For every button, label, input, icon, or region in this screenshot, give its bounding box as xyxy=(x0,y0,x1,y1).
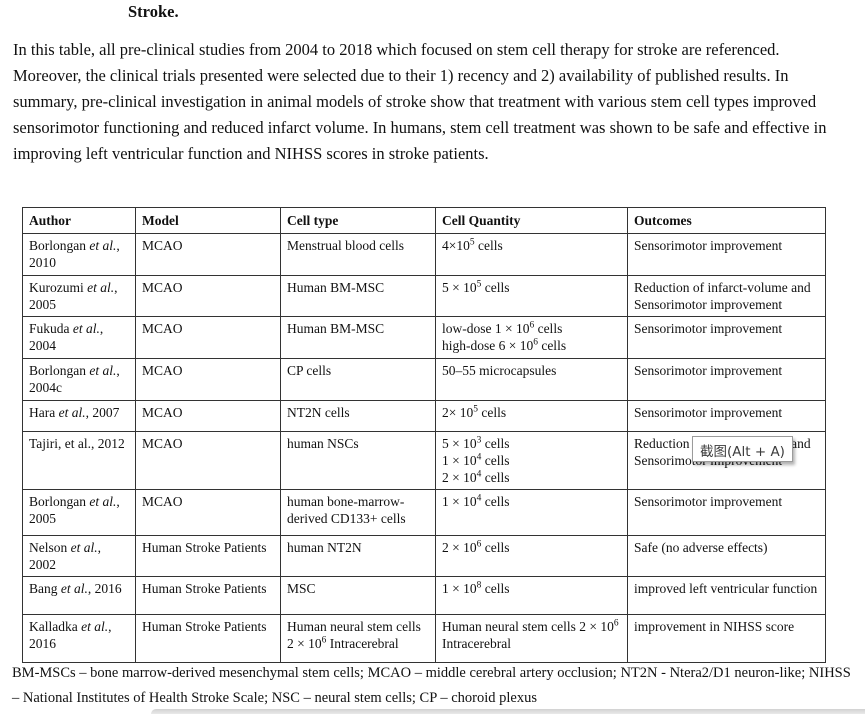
table-row: Fukuda et al., 2004 MCAO Human BM-MSC low-d… xyxy=(22,316,826,359)
cell-type-cell: Human BM-MSC xyxy=(280,275,436,317)
screenshot-tooltip-label: 截图(Alt + A) xyxy=(700,444,785,460)
model-cell: MCAO xyxy=(135,400,281,432)
table-row: Hara et al., 2007 MCAO NT2N cells 2× 105 ce… xyxy=(22,400,826,432)
model-cell: MCAO xyxy=(135,233,281,276)
cell-type-cell: human bone-marrow-derived CD133+ cells xyxy=(280,489,436,536)
author-cell: Borlongan et al., 2010 xyxy=(22,233,136,276)
model-cell: MCAO xyxy=(135,275,281,317)
cell-type-cell: human NT2N xyxy=(280,535,436,577)
table-row: Kurozumi et al., 2005 MCAO Human BM-MSC 5 ×… xyxy=(22,275,826,317)
author-cell: Borlongan et al., 2005 xyxy=(22,489,136,536)
model-cell: Human Stroke Patients xyxy=(135,614,281,663)
column-header-cell-type: Cell type xyxy=(280,207,436,234)
cell-type-cell: Human neural stem cells 2 × 106 Intracer… xyxy=(280,614,436,663)
quantity-cell: Human neural stem cells 2 × 106 Intracer… xyxy=(435,614,628,663)
model-cell: MCAO xyxy=(135,431,281,490)
author-cell: Fukuda et al., 2004 xyxy=(22,316,136,359)
model-cell: Human Stroke Patients xyxy=(135,535,281,577)
model-cell: Human Stroke Patients xyxy=(135,576,281,615)
author-cell: Kurozumi et al., 2005 xyxy=(22,275,136,317)
table-row: Borlongan et al., 2010 MCAO Menstrual bloo… xyxy=(22,233,826,276)
column-header-model: Model xyxy=(135,207,281,234)
author-cell: Nelson et al., 2002 xyxy=(22,535,136,577)
outcomes-cell: Sensorimotor improvement xyxy=(627,358,826,401)
quantity-cell: 5 × 105 cells xyxy=(435,275,628,317)
cell-type-cell: MSC xyxy=(280,576,436,615)
studies-table: Author Model Cell type Cell Quantity Outcome… xyxy=(22,207,826,663)
intro-paragraph: In this table, all pre-clinical studies … xyxy=(13,40,827,163)
quantity-cell: 2 × 106 cells xyxy=(435,535,628,577)
outcomes-cell: Sensorimotor improvement xyxy=(627,489,826,536)
cell-type-cell: Menstrual blood cells xyxy=(280,233,436,276)
author-cell: Tajiri, et al., 2012 xyxy=(22,431,136,490)
abbreviations-footnote: BM-MSCs – bone marrow-derived mesenchyma… xyxy=(12,665,851,706)
outcomes-cell: Sensorimotor improvement xyxy=(627,233,826,276)
quantity-cell: 5 × 103 cells 1 × 104 cells 2 × 104 cells xyxy=(435,431,628,490)
outcomes-cell: improvement in NIHSS score xyxy=(627,614,826,663)
quantity-cell: low-dose 1 × 106 cells high-dose 6 × 106 … xyxy=(435,316,628,359)
column-header-outcomes: Outcomes xyxy=(627,207,826,234)
quantity-cell: 2× 105 cells xyxy=(435,400,628,432)
model-cell: MCAO xyxy=(135,489,281,536)
outcomes-cell: Safe (no adverse effects) xyxy=(627,535,826,577)
author-cell: Bang et al., 2016 xyxy=(22,576,136,615)
outcomes-cell: Sensorimotor improvement xyxy=(627,400,826,432)
table-row: Borlongan et al., 2005 MCAO human bone-mar… xyxy=(22,489,826,536)
quantity-cell: 1 × 104 cells xyxy=(435,489,628,536)
table-row: Bang et al., 2016 Human Stroke Patients MS… xyxy=(22,576,826,615)
cell-type-cell: human NSCs xyxy=(280,431,436,490)
author-cell: Kalladka et al., 2016 xyxy=(22,614,136,663)
model-cell: MCAO xyxy=(135,316,281,359)
quantity-cell: 1 × 108 cells xyxy=(435,576,628,615)
column-header-cell-quantity: Cell Quantity xyxy=(435,207,628,234)
outcomes-cell: Reduction of infarct-volume and Sensorim… xyxy=(627,275,826,317)
author-cell: Hara et al., 2007 xyxy=(22,400,136,432)
cell-type-cell: NT2N cells xyxy=(280,400,436,432)
column-header-author: Author xyxy=(22,207,136,234)
quantity-cell: 50–55 microcapsules xyxy=(435,358,628,401)
screenshot-tooltip: 截图(Alt + A) xyxy=(692,436,793,462)
cell-type-cell: Human BM-MSC xyxy=(280,316,436,359)
model-cell: MCAO xyxy=(135,358,281,401)
outcomes-cell: improved left ventricular function xyxy=(627,576,826,615)
table-row: Kalladka et al., 2016 Human Stroke Patien… xyxy=(22,614,826,663)
quantity-cell: 4×105 cells xyxy=(435,233,628,276)
section-heading: Stroke. xyxy=(128,2,179,21)
table-row: Borlongan et al., 2004c MCAO CP cells 50–55… xyxy=(22,358,826,401)
table-header-row: Author Model Cell type Cell Quantity Outcome… xyxy=(22,207,826,234)
cell-type-cell: CP cells xyxy=(280,358,436,401)
popup-edge-bar xyxy=(151,709,865,714)
author-cell: Borlongan et al., 2004c xyxy=(22,358,136,401)
studies-table-body: Borlongan et al., 2010 MCAO Menstrual bloo… xyxy=(22,233,826,663)
outcomes-cell: Sensorimotor improvement xyxy=(627,316,826,359)
table-row: Nelson et al., 2002 Human Stroke Patients… xyxy=(22,535,826,577)
